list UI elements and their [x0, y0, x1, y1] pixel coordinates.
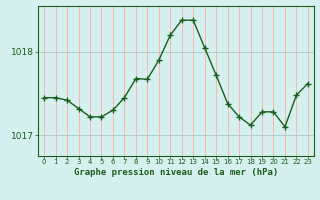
X-axis label: Graphe pression niveau de la mer (hPa): Graphe pression niveau de la mer (hPa) — [74, 168, 278, 177]
